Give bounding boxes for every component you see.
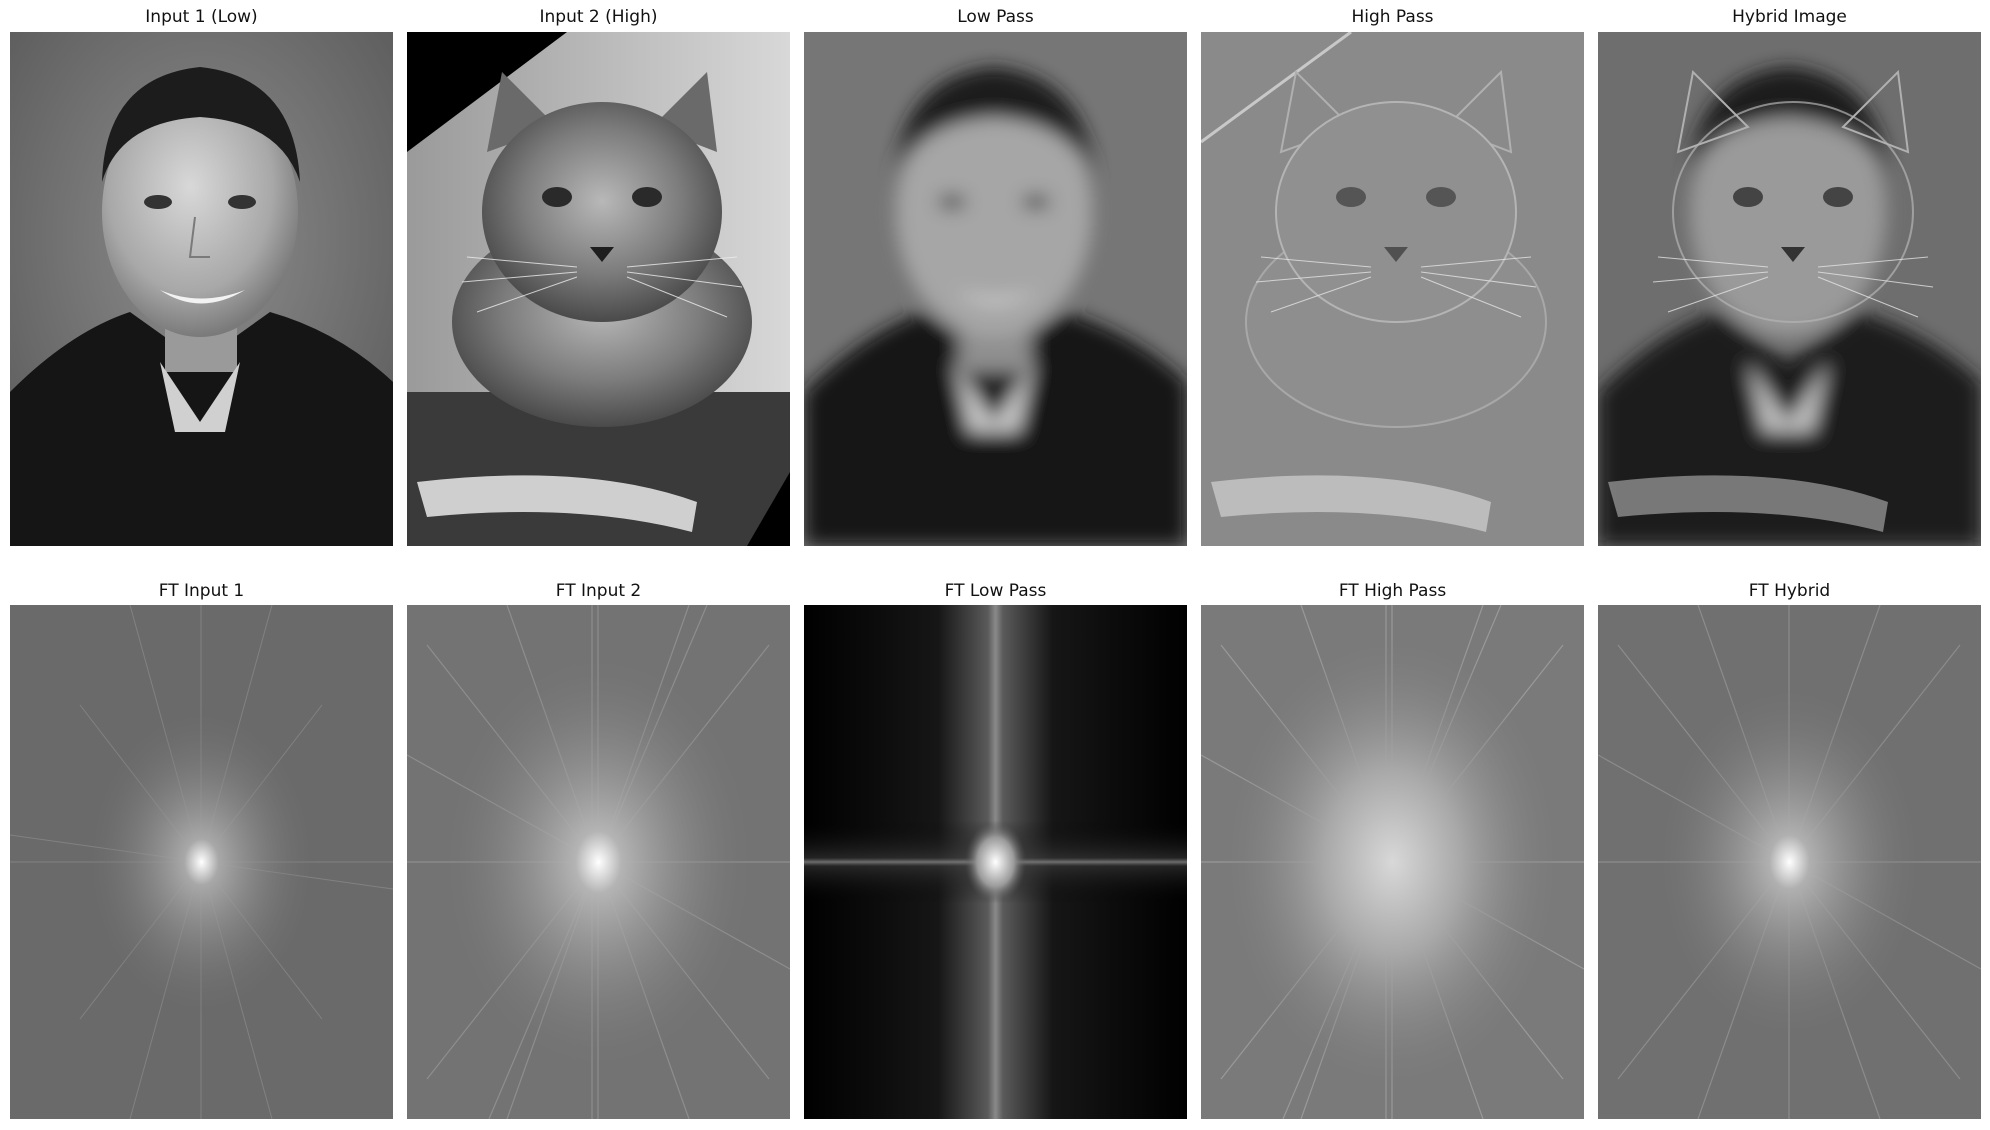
panel-title: Hybrid Image: [1732, 7, 1847, 27]
ft-spectrum-image: [1598, 605, 1981, 1119]
panel-title: FT Input 1: [158, 581, 245, 601]
panel-title: Input 1 (Low): [145, 7, 258, 27]
low-pass-image: [804, 32, 1187, 546]
panel-title: Input 2 (High): [539, 7, 658, 27]
ft-spectrum-image: [407, 605, 790, 1119]
hybrid-image: [1598, 32, 1981, 546]
ft-low-pass-spectrum-image: [804, 605, 1187, 1119]
panel-title: FT High Pass: [1338, 581, 1447, 601]
ft-spectrum-image: [10, 605, 393, 1119]
ft-spectrum-image: [1201, 605, 1584, 1119]
panel-title: FT Hybrid: [1748, 581, 1831, 601]
panel-title: High Pass: [1351, 7, 1434, 27]
panel-title: Low Pass: [957, 7, 1034, 27]
high-pass-image: [1201, 32, 1584, 546]
panel-title: FT Input 2: [555, 581, 642, 601]
man-portrait-image: [10, 32, 393, 546]
cat-image: [407, 32, 790, 546]
panel-title: FT Low Pass: [944, 581, 1047, 601]
